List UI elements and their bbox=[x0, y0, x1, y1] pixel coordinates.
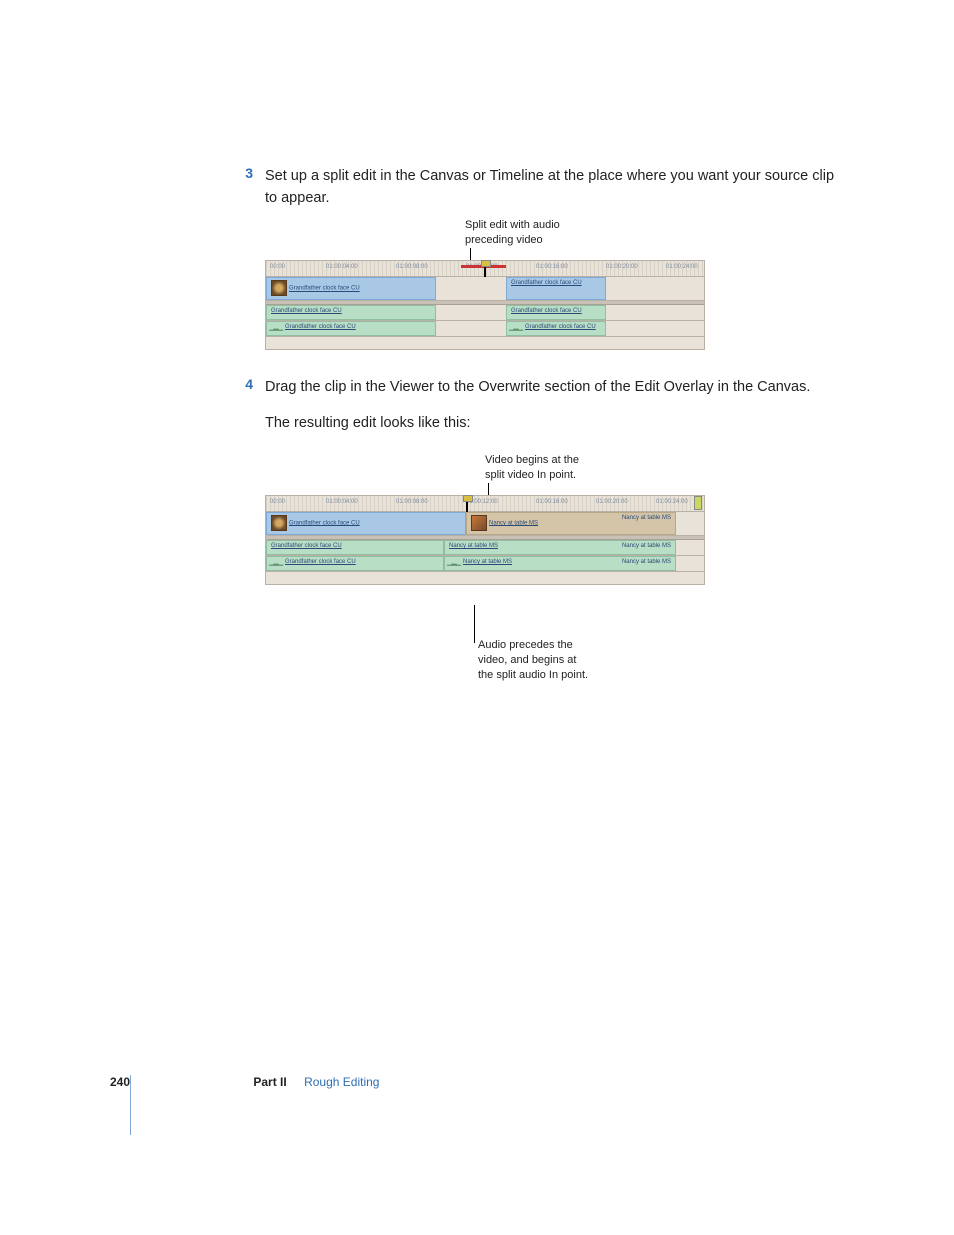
clip2-v2-label: Nancy at table MS bbox=[489, 520, 538, 526]
video-track-2: Grandfather clock face CU Nancy at table… bbox=[266, 512, 704, 536]
ruler-t1: 01:00:04:00 bbox=[326, 264, 358, 270]
callout-split-edit-l2: preceding video bbox=[465, 233, 560, 248]
clip-a2-label: Grandfather clock face CU bbox=[511, 308, 582, 314]
step-3-text: Set up a split edit in the Canvas or Tim… bbox=[265, 165, 835, 210]
thumbnail-icon bbox=[271, 515, 287, 531]
clip-a4: ▁▂▁ Grandfather clock face CU bbox=[506, 321, 606, 336]
timeline-2: 00:00 01:00:04:00 01:00:08:00 01:00:12:0… bbox=[265, 495, 705, 585]
figure-1-wrap: Split edit with audio preceding video 00… bbox=[130, 260, 850, 350]
audio-track-2a: Grandfather clock face CU Nancy at table… bbox=[266, 540, 704, 556]
ruler2-t0: 00:00 bbox=[270, 499, 285, 505]
ruler2-t4: 01:00:16:00 bbox=[536, 499, 568, 505]
video-track-1: Grandfather clock face CU Grandfather cl… bbox=[266, 277, 704, 301]
callout-video-begins: Video begins at the split video In point… bbox=[485, 453, 579, 483]
wave-icon: ▁▂▁ bbox=[447, 558, 460, 566]
ruler-t4: 01:00:16:00 bbox=[536, 264, 568, 270]
figure-2-wrap: Video begins at the split video In point… bbox=[130, 495, 850, 585]
callout-video-l1: Video begins at the bbox=[485, 453, 579, 468]
step-3-number: 3 bbox=[130, 165, 265, 210]
playhead-2 bbox=[466, 496, 468, 512]
callout-audio-l1: Audio precedes the bbox=[478, 638, 588, 653]
clip2-a3-label: Grandfather clock face CU bbox=[285, 559, 356, 565]
timeline-1-ruler: 00:00 01:00:04:00 01:00:08:00 01:00:12:0… bbox=[266, 261, 704, 277]
clip2-v1: Grandfather clock face CU bbox=[266, 512, 466, 535]
thumbnail-icon bbox=[471, 515, 487, 531]
clip2-v2: Nancy at table MS Nancy at table MS bbox=[466, 512, 676, 535]
audio-track-1a: Grandfather clock face CU Grandfather cl… bbox=[266, 305, 704, 321]
clip2-a4-label: Nancy at table MS bbox=[463, 559, 512, 565]
thumbnail-icon bbox=[271, 280, 287, 296]
clip2-a2-label: Nancy at table MS bbox=[449, 543, 498, 549]
clip-a1-label: Grandfather clock face CU bbox=[271, 308, 342, 314]
clip-v2: Grandfather clock face CU bbox=[506, 277, 606, 300]
callout-audio-l3: the split audio In point. bbox=[478, 668, 588, 683]
ruler-t6: 01:00:24:00 bbox=[666, 264, 698, 270]
callout-audio-precedes: Audio precedes the video, and begins at … bbox=[478, 638, 588, 683]
clip-a4-label: Grandfather clock face CU bbox=[525, 324, 596, 330]
step-4: 4 Drag the clip in the Viewer to the Ove… bbox=[130, 376, 850, 398]
callout-line-3 bbox=[474, 605, 475, 643]
callout-audio-l2: video, and begins at bbox=[478, 653, 588, 668]
ruler2-t5: 01:00:20:00 bbox=[596, 499, 628, 505]
clip2-v1-label: Grandfather clock face CU bbox=[289, 520, 360, 526]
clip2-v2-label-r: Nancy at table MS bbox=[622, 515, 671, 521]
clip2-a1: Grandfather clock face CU bbox=[266, 540, 444, 555]
step-4-text: Drag the clip in the Viewer to the Overw… bbox=[265, 376, 810, 398]
playhead-1 bbox=[484, 261, 486, 277]
result-text: The resulting edit looks like this: bbox=[265, 412, 850, 434]
ruler-t0: 00:00 bbox=[270, 264, 285, 270]
clip2-a2-label-r: Nancy at table MS bbox=[622, 543, 671, 549]
clip-a3: ▁▂▁ Grandfather clock face CU bbox=[266, 321, 436, 336]
ruler2-t6: 01:00:24:00 bbox=[656, 499, 688, 505]
timeline-1: 00:00 01:00:04:00 01:00:08:00 01:00:12:0… bbox=[265, 260, 705, 350]
step-3: 3 Set up a split edit in the Canvas or T… bbox=[130, 165, 850, 210]
wave-icon: ▁▂▁ bbox=[269, 558, 282, 566]
ruler-t5: 01:00:20:00 bbox=[606, 264, 638, 270]
clip-a1: Grandfather clock face CU bbox=[266, 305, 436, 320]
step-4-number: 4 bbox=[130, 376, 265, 398]
audio-track-2b: ▁▂▁ Grandfather clock face CU ▁▂▁ Nancy … bbox=[266, 556, 704, 572]
clip2-a1-label: Grandfather clock face CU bbox=[271, 543, 342, 549]
timeline-1-footer bbox=[266, 337, 704, 349]
ruler2-t1: 01:00:04:00 bbox=[326, 499, 358, 505]
callout-split-edit-l1: Split edit with audio bbox=[465, 218, 560, 233]
callout-split-edit: Split edit with audio preceding video bbox=[465, 218, 560, 248]
timeline-2-footer bbox=[266, 572, 704, 584]
ruler2-t2: 01:00:08:00 bbox=[396, 499, 428, 505]
part-label: Part II bbox=[253, 1075, 286, 1089]
wave-icon: ▁▂▁ bbox=[269, 323, 282, 331]
ruler-t2: 01:00:08:00 bbox=[396, 264, 428, 270]
clip2-a4: ▁▂▁ Nancy at table MS Nancy at table MS bbox=[444, 556, 676, 571]
page-footer: 240 Part II Rough Editing bbox=[110, 1075, 379, 1089]
callout-video-l2: split video In point. bbox=[485, 468, 579, 483]
clip2-a3: ▁▂▁ Grandfather clock face CU bbox=[266, 556, 444, 571]
audio-track-1b: ▁▂▁ Grandfather clock face CU ▁▂▁ Grandf… bbox=[266, 321, 704, 337]
wave-icon: ▁▂▁ bbox=[509, 323, 522, 331]
clip-v2-label: Grandfather clock face CU bbox=[511, 280, 582, 286]
clip-a3-label: Grandfather clock face CU bbox=[285, 324, 356, 330]
clip-v1-label: Grandfather clock face CU bbox=[289, 286, 360, 292]
timeline-2-ruler: 00:00 01:00:04:00 01:00:08:00 01:00:12:0… bbox=[266, 496, 704, 512]
clip-v1: Grandfather clock face CU bbox=[266, 277, 436, 300]
page-number: 240 bbox=[110, 1075, 130, 1089]
clip2-a2: Nancy at table MS Nancy at table MS bbox=[444, 540, 676, 555]
section-label: Rough Editing bbox=[304, 1075, 379, 1089]
clip2-a4-label-r: Nancy at table MS bbox=[622, 559, 671, 565]
end-marker-icon bbox=[694, 496, 702, 510]
clip-a2: Grandfather clock face CU bbox=[506, 305, 606, 320]
